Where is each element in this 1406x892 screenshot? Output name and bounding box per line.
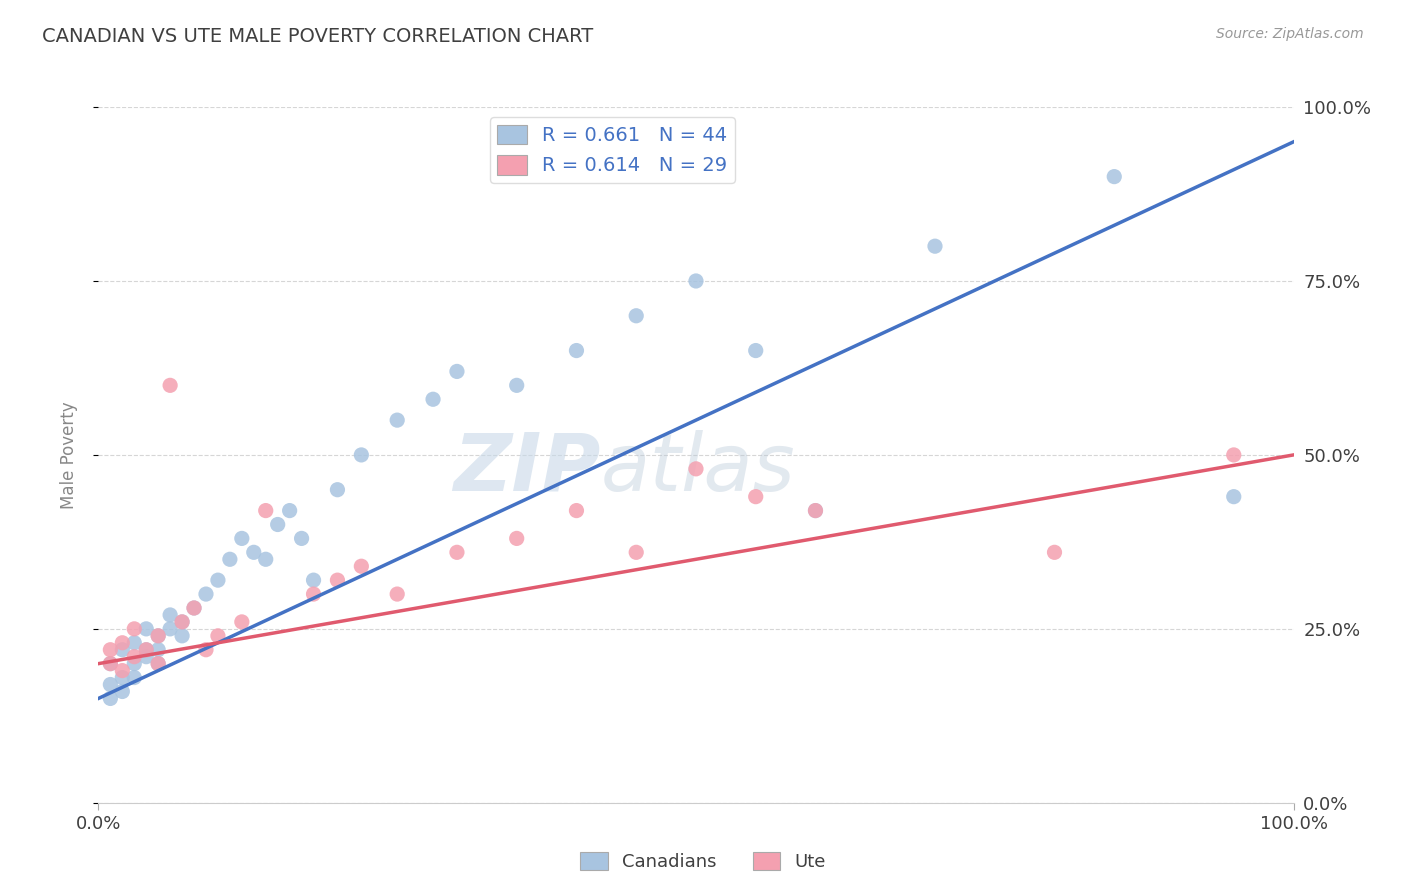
Point	[98, 677, 122, 691]
Text: ZIP: ZIP	[453, 430, 600, 508]
Point	[231, 615, 253, 629]
Point	[278, 503, 301, 517]
Point	[385, 413, 409, 427]
Point	[685, 274, 707, 288]
Point	[124, 671, 146, 685]
Point	[98, 657, 122, 671]
Point	[111, 636, 134, 650]
Point	[243, 545, 266, 559]
Point	[685, 462, 707, 476]
Point	[207, 573, 229, 587]
Point	[1223, 448, 1246, 462]
Point	[745, 343, 768, 358]
Point	[98, 691, 122, 706]
Point	[195, 642, 218, 657]
Point	[172, 615, 194, 629]
Point	[350, 448, 373, 462]
Point	[111, 664, 134, 678]
Point	[148, 657, 170, 671]
Point	[326, 483, 349, 497]
Point	[159, 607, 181, 622]
Point	[626, 309, 648, 323]
Point	[159, 622, 181, 636]
Point	[135, 622, 157, 636]
Point	[1223, 490, 1246, 504]
Point	[148, 657, 170, 671]
Legend: R = 0.661   N = 44, R = 0.614   N = 29: R = 0.661 N = 44, R = 0.614 N = 29	[489, 117, 735, 183]
Point	[1043, 545, 1066, 559]
Point	[172, 629, 194, 643]
Point	[148, 642, 170, 657]
Legend: Canadians, Ute: Canadians, Ute	[574, 845, 832, 879]
Text: atlas: atlas	[600, 430, 796, 508]
Point	[254, 552, 277, 566]
Point	[111, 684, 134, 698]
Point	[98, 657, 122, 671]
Point	[124, 657, 146, 671]
Point	[506, 532, 529, 546]
Point	[219, 552, 242, 566]
Point	[326, 573, 349, 587]
Point	[385, 587, 409, 601]
Point	[148, 629, 170, 643]
Point	[124, 622, 146, 636]
Point	[565, 503, 588, 517]
Point	[159, 378, 181, 392]
Point	[446, 545, 468, 559]
Point	[195, 587, 218, 601]
Point	[124, 649, 146, 664]
Point	[804, 503, 827, 517]
Point	[1104, 169, 1126, 184]
Point	[924, 239, 946, 253]
Point	[111, 671, 134, 685]
Point	[135, 642, 157, 657]
Point	[183, 601, 205, 615]
Point	[231, 532, 253, 546]
Point	[422, 392, 444, 407]
Point	[183, 601, 205, 615]
Y-axis label: Male Poverty: Male Poverty	[59, 401, 77, 508]
Point	[148, 629, 170, 643]
Point	[135, 649, 157, 664]
Point	[565, 343, 588, 358]
Point	[446, 364, 468, 378]
Point	[302, 573, 325, 587]
Point	[135, 642, 157, 657]
Point	[302, 587, 325, 601]
Point	[626, 545, 648, 559]
Point	[98, 642, 122, 657]
Point	[207, 629, 229, 643]
Point	[350, 559, 373, 574]
Point	[506, 378, 529, 392]
Text: Source: ZipAtlas.com: Source: ZipAtlas.com	[1216, 27, 1364, 41]
Point	[254, 503, 277, 517]
Point	[111, 642, 134, 657]
Point	[172, 615, 194, 629]
Text: CANADIAN VS UTE MALE POVERTY CORRELATION CHART: CANADIAN VS UTE MALE POVERTY CORRELATION…	[42, 27, 593, 45]
Point	[745, 490, 768, 504]
Point	[267, 517, 290, 532]
Point	[804, 503, 827, 517]
Point	[291, 532, 314, 546]
Point	[124, 636, 146, 650]
